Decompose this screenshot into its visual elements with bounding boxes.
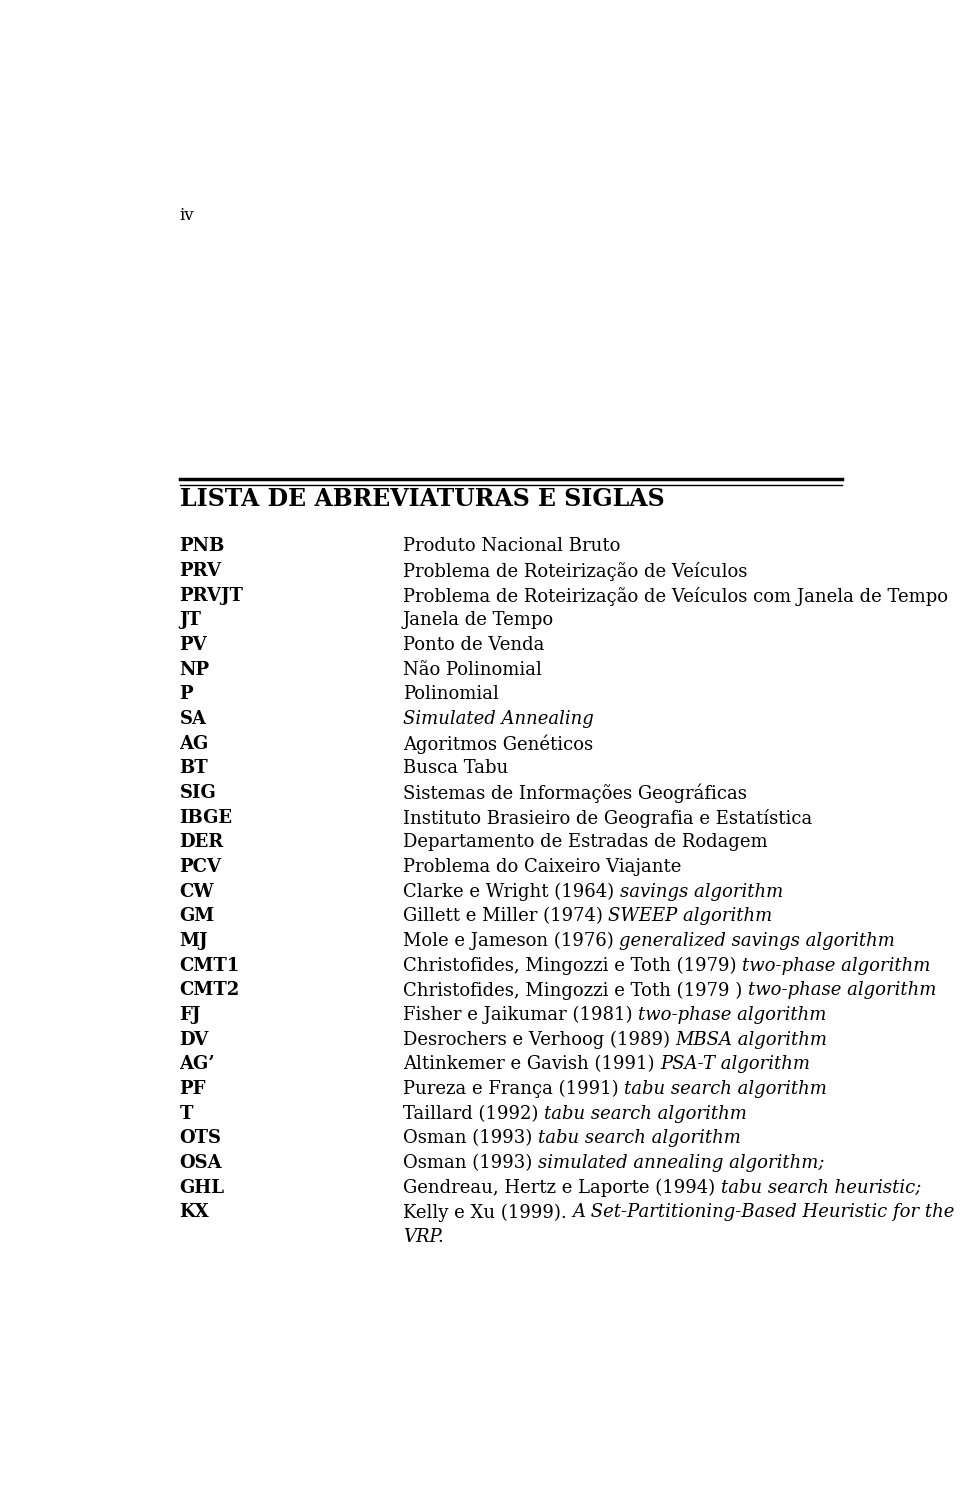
Text: MBSA algorithm: MBSA algorithm [676,1031,828,1049]
Text: Kelly e Xu (1999).: Kelly e Xu (1999). [403,1203,572,1221]
Text: P: P [180,686,193,703]
Text: two-phase algorithm: two-phase algorithm [748,981,936,999]
Text: tabu search heuristic;: tabu search heuristic; [721,1179,921,1197]
Text: Gendreau, Hertz e Laporte (1994): Gendreau, Hertz e Laporte (1994) [403,1179,721,1197]
Text: PNB: PNB [180,538,225,556]
Text: SWEEP algorithm: SWEEP algorithm [609,907,773,925]
Text: Problema de Roteirização de Veículos: Problema de Roteirização de Veículos [403,562,747,582]
Text: Problema do Caixeiro Viajante: Problema do Caixeiro Viajante [403,858,681,876]
Text: tabu search algorithm: tabu search algorithm [538,1129,740,1147]
Text: two-phase algorithm: two-phase algorithm [742,956,930,975]
Text: SA: SA [180,710,206,728]
Text: Christofides, Mingozzi e Toth (1979 ): Christofides, Mingozzi e Toth (1979 ) [403,981,748,1000]
Text: PRVJT: PRVJT [180,586,244,604]
Text: PSA-T algorithm: PSA-T algorithm [660,1055,810,1073]
Text: A Set-Partitioning-Based Heuristic for the: A Set-Partitioning-Based Heuristic for t… [572,1203,954,1221]
Text: T: T [180,1105,193,1123]
Text: GHL: GHL [180,1179,225,1197]
Text: Sistemas de Informações Geográficas: Sistemas de Informações Geográficas [403,784,747,804]
Text: IBGE: IBGE [180,808,232,827]
Text: Agoritmos Genéticos: Agoritmos Genéticos [403,734,593,754]
Text: Não Polinomial: Não Polinomial [403,660,541,678]
Text: OTS: OTS [180,1129,222,1147]
Text: Instituto Brasieiro de Geografia e Estatística: Instituto Brasieiro de Geografia e Estat… [403,808,812,828]
Text: PV: PV [180,636,207,654]
Text: Taillard (1992): Taillard (1992) [403,1105,544,1123]
Text: Pureza e França (1991): Pureza e França (1991) [403,1080,624,1098]
Text: Produto Nacional Bruto: Produto Nacional Bruto [403,538,620,556]
Text: Ponto de Venda: Ponto de Venda [403,636,544,654]
Text: BT: BT [180,760,208,777]
Text: VRP.: VRP. [403,1228,444,1247]
Text: Busca Tabu: Busca Tabu [403,760,508,777]
Text: Mole e Jameson (1976): Mole e Jameson (1976) [403,932,619,950]
Text: Problema de Roteirização de Veículos com Janela de Tempo: Problema de Roteirização de Veículos com… [403,586,948,606]
Text: tabu search algorithm: tabu search algorithm [624,1080,827,1098]
Text: Simulated Annealing: Simulated Annealing [403,710,593,728]
Text: CMT2: CMT2 [180,981,240,999]
Text: LISTA DE ABREVIATURAS E SIGLAS: LISTA DE ABREVIATURAS E SIGLAS [180,488,664,511]
Text: Departamento de Estradas de Rodagem: Departamento de Estradas de Rodagem [403,834,767,851]
Text: PF: PF [180,1080,206,1098]
Text: Janela de Tempo: Janela de Tempo [403,612,554,630]
Text: DV: DV [180,1031,208,1049]
Text: PRV: PRV [180,562,222,580]
Text: Clarke e Wright (1964): Clarke e Wright (1964) [403,882,619,901]
Text: FJ: FJ [180,1006,201,1024]
Text: Polinomial: Polinomial [403,686,498,703]
Text: JT: JT [180,612,202,630]
Text: GM: GM [180,907,215,925]
Text: simulated annealing algorithm;: simulated annealing algorithm; [538,1154,825,1173]
Text: two-phase algorithm: two-phase algorithm [638,1006,827,1024]
Text: Fisher e Jaikumar (1981): Fisher e Jaikumar (1981) [403,1006,638,1024]
Text: MJ: MJ [180,932,208,950]
Text: tabu search algorithm: tabu search algorithm [544,1105,747,1123]
Text: Osman (1993): Osman (1993) [403,1129,538,1147]
Text: OSA: OSA [180,1154,222,1173]
Text: NP: NP [180,660,209,678]
Text: iv: iv [180,207,194,224]
Text: PCV: PCV [180,858,222,876]
Text: AG’: AG’ [180,1055,215,1073]
Text: Osman (1993): Osman (1993) [403,1154,538,1173]
Text: savings algorithm: savings algorithm [619,882,782,901]
Text: Altinkemer e Gavish (1991): Altinkemer e Gavish (1991) [403,1055,660,1073]
Text: KX: KX [180,1203,209,1221]
Text: CMT1: CMT1 [180,956,240,975]
Text: AG: AG [180,734,208,752]
Text: generalized savings algorithm: generalized savings algorithm [619,932,895,950]
Text: Desrochers e Verhoog (1989): Desrochers e Verhoog (1989) [403,1031,676,1049]
Text: SIG: SIG [180,784,216,802]
Text: Christofides, Mingozzi e Toth (1979): Christofides, Mingozzi e Toth (1979) [403,956,742,975]
Text: DER: DER [180,834,224,851]
Text: CW: CW [180,882,214,901]
Text: Gillett e Miller (1974): Gillett e Miller (1974) [403,907,609,925]
